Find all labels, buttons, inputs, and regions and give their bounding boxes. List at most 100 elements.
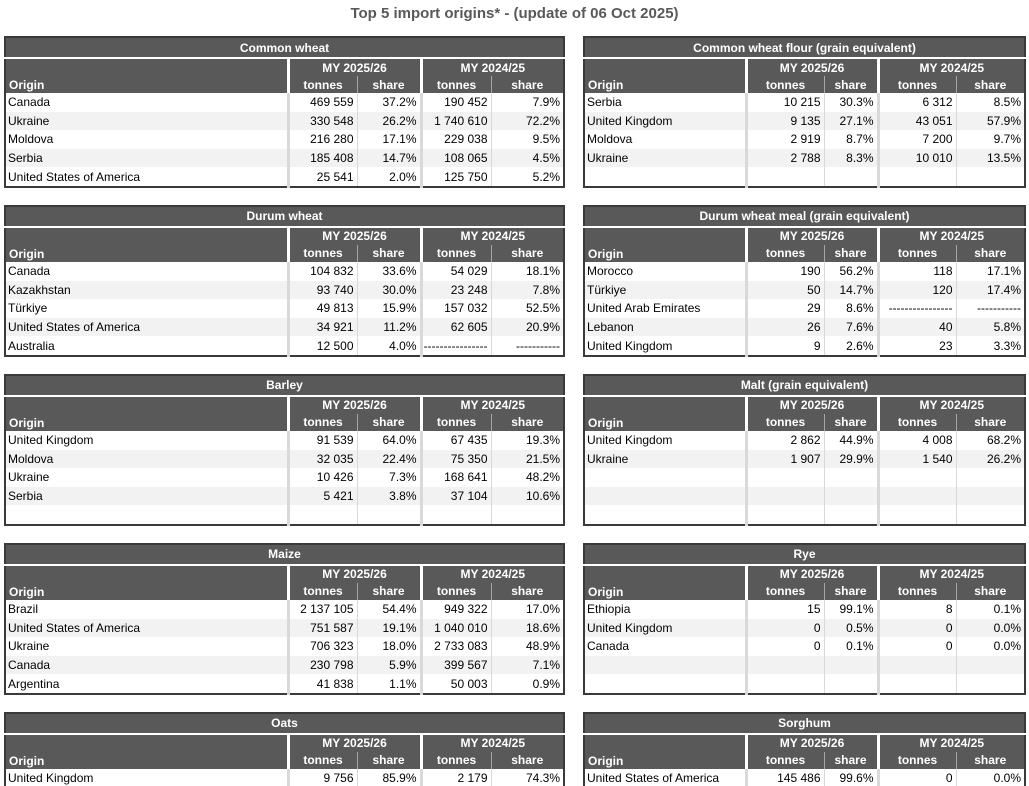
sub-header-row: tonnes share tonnes share	[584, 413, 1025, 431]
origin-cell: Serbia	[8, 489, 43, 504]
tonnes-previous-cell: 168 641	[419, 468, 491, 487]
tonnes-previous-cell: 23 248	[419, 280, 491, 300]
share-previous-cell	[955, 505, 1025, 525]
share-current-cell: 7.6%	[823, 317, 878, 337]
share-previous-cell: 0.1%	[955, 599, 1025, 619]
share-current-cell: 29.9%	[823, 449, 878, 469]
table-body: United Kingdom 91 539 64.0% 67 435 19.3% Mold…	[5, 430, 564, 525]
commodity-table: Oats Origin MY 2025/26 MY 2024/25 tonnes…	[4, 711, 565, 786]
commodity-table: Sorghum Origin MY 2025/26 MY 2024/25 ton…	[583, 711, 1026, 786]
tonnes-current-cell: 469 559	[286, 93, 357, 112]
table-row: United Kingdom 2 862 44.9% 4 008 68.2%	[584, 430, 1025, 450]
tonnes-current-cell: 104 832	[286, 261, 357, 281]
origin-cell: Argentina	[8, 676, 60, 691]
share-current-header: share	[823, 244, 878, 262]
sub-header-row: tonnes share tonnes share	[5, 244, 564, 262]
tonnes-previous-cell: 6 312	[876, 93, 956, 112]
my-current-header: MY 2025/26	[286, 733, 421, 752]
my-current-header: MY 2025/26	[744, 564, 878, 583]
share-current-header: share	[823, 76, 878, 93]
tonnes-current-cell: 2 788	[744, 148, 824, 168]
share-current-cell: 18.0%	[356, 637, 421, 656]
sub-header-row: tonnes share tonnes share	[584, 751, 1025, 769]
share-current-cell: 15.9%	[356, 299, 421, 318]
share-current-header: share	[356, 582, 421, 600]
table-row	[584, 486, 1025, 506]
tonnes-previous-cell: 120	[876, 280, 956, 300]
origin-cell: Canada	[8, 657, 51, 672]
origin-cell: United Kingdom	[8, 433, 94, 448]
table-row: Ethiopia 15 99.1% 8 0.1%	[584, 599, 1025, 619]
origin-cell: United Kingdom	[587, 113, 673, 128]
share-current-cell: 3.8%	[356, 486, 421, 506]
origin-column-header: Origin	[584, 58, 746, 93]
tonnes-current-cell	[744, 674, 824, 694]
share-previous-cell: 52.5%	[490, 299, 564, 318]
share-previous-header: share	[490, 413, 564, 431]
share-previous-cell	[955, 486, 1025, 506]
origin-column-header: Origin	[5, 564, 288, 600]
table-row: Morocco 190 56.2% 118 17.1%	[584, 261, 1025, 281]
tonnes-current-cell: 32 035	[286, 449, 357, 469]
share-previous-header: share	[955, 244, 1025, 262]
table-row: Moldova 32 035 22.4% 75 350 21.5%	[5, 449, 564, 469]
share-previous-cell: 4.5%	[490, 148, 564, 168]
share-current-cell: 8.6%	[823, 299, 878, 318]
tonnes-current-cell: 12 500	[286, 336, 357, 356]
share-previous-header: share	[490, 582, 564, 600]
table-row: Australia 12 500 4.0% ---------------- -----…	[5, 336, 564, 356]
share-current-cell: 17.1%	[356, 130, 421, 149]
share-previous-cell: 9.7%	[955, 130, 1025, 149]
tonnes-previous-cell: 157 032	[419, 299, 491, 318]
tonnes-previous-header: tonnes	[419, 244, 491, 262]
share-current-cell: 19.1%	[356, 618, 421, 638]
share-previous-cell: -----------	[955, 299, 1025, 318]
origin-cell: Türkiye	[587, 282, 627, 297]
tonnes-previous-cell: 125 750	[419, 167, 491, 187]
origin-column-header: Origin	[5, 733, 288, 769]
year-group-header-row: Origin MY 2025/26 MY 2024/25	[5, 733, 564, 769]
tonnes-current-cell: 34 921	[286, 317, 357, 337]
left-table-column: Common wheat Origin MY 2025/26 MY 2024/2…	[4, 36, 565, 786]
tonnes-previous-cell: 0	[876, 768, 956, 786]
tonnes-previous-cell: 0	[876, 618, 956, 638]
tonnes-current-header: tonnes	[286, 413, 357, 431]
commodity-table-section: Rye Origin MY 2025/26 MY 2024/25 tonnes …	[583, 542, 1026, 695]
tonnes-current-cell: 41 838	[286, 674, 357, 694]
table-row: United States of America 751 587 19.1% 1 04…	[5, 618, 564, 638]
my-current-header: MY 2025/26	[744, 733, 878, 752]
share-previous-cell: 17.4%	[955, 280, 1025, 300]
share-current-cell: 37.2%	[356, 93, 421, 112]
tonnes-previous-cell: 118	[876, 261, 956, 281]
origin-cell	[5, 505, 288, 525]
share-current-cell: 7.3%	[356, 468, 421, 487]
tonnes-previous-cell: 75 350	[419, 449, 491, 469]
tonnes-current-cell: 10 426	[286, 468, 357, 487]
share-current-header: share	[356, 413, 421, 431]
share-previous-cell: 21.5%	[490, 449, 564, 469]
tonnes-previous-cell: 43 051	[876, 111, 956, 131]
table-row: Canada 0 0.1% 0 0.0%	[584, 637, 1025, 656]
share-current-cell: 4.0%	[356, 336, 421, 356]
table-title: Common wheat flour (grain equivalent)	[584, 37, 1025, 59]
sub-header-row: tonnes share tonnes share	[584, 76, 1025, 93]
year-group-header-row: Origin MY 2025/26 MY 2024/25	[584, 564, 1025, 600]
commodity-table-section: Sorghum Origin MY 2025/26 MY 2024/25 ton…	[583, 711, 1026, 786]
my-previous-header: MY 2024/25	[876, 733, 1025, 752]
origin-cell: Ukraine	[587, 451, 629, 466]
table-body: Brazil 2 137 105 54.4% 949 322 17.0% United S…	[5, 599, 564, 694]
share-current-cell: 2.6%	[823, 336, 878, 356]
my-current-header: MY 2025/26	[744, 58, 878, 76]
tonnes-current-cell: 29	[744, 299, 824, 318]
origin-cell: United Kingdom	[587, 338, 673, 353]
origin-column-header: Origin	[5, 58, 288, 93]
tonnes-previous-header: tonnes	[419, 76, 491, 93]
share-current-cell: 0.1%	[823, 637, 878, 656]
share-previous-cell: 0.0%	[955, 768, 1025, 786]
share-current-cell: 22.4%	[356, 449, 421, 469]
share-previous-cell: 0.0%	[955, 637, 1025, 656]
tonnes-current-cell	[744, 486, 824, 506]
tonnes-current-cell: 190	[744, 261, 824, 281]
my-previous-header: MY 2024/25	[419, 564, 564, 583]
